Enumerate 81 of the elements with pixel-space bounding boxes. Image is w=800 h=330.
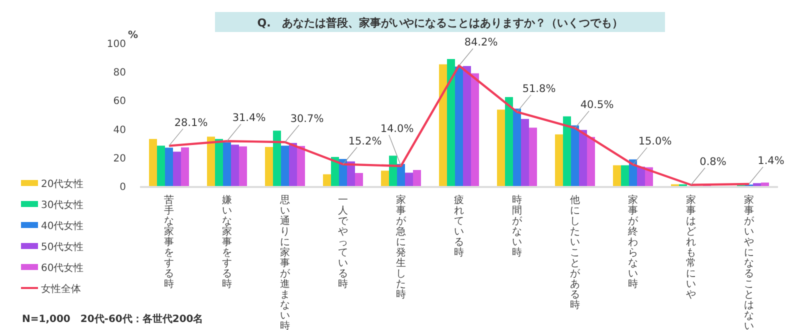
bar bbox=[497, 110, 505, 186]
data-label: 1.4% bbox=[758, 155, 784, 167]
bar bbox=[471, 73, 479, 186]
bar bbox=[157, 146, 165, 186]
category-label: 一人でやっている時 bbox=[338, 195, 348, 290]
bar bbox=[621, 165, 629, 186]
bar bbox=[323, 174, 331, 186]
bar bbox=[239, 146, 247, 186]
bar bbox=[761, 182, 769, 186]
bar bbox=[381, 170, 389, 186]
bar bbox=[439, 64, 447, 186]
legend-label: 40代女性 bbox=[41, 220, 84, 232]
bar bbox=[555, 134, 563, 186]
data-label: 0.8% bbox=[700, 156, 726, 168]
bar bbox=[505, 97, 513, 186]
legend-label: 30代女性 bbox=[41, 199, 84, 211]
bar bbox=[413, 170, 421, 186]
data-label: 31.4% bbox=[232, 112, 266, 124]
bar bbox=[289, 142, 297, 186]
data-label: 28.1% bbox=[174, 116, 208, 129]
bar bbox=[563, 116, 571, 186]
bar bbox=[181, 147, 189, 186]
category-label: 苦手な家事をする時 bbox=[164, 195, 174, 290]
category-label: 家事がいやになることはない bbox=[744, 195, 754, 330]
category-label: 家事が急に発生した時 bbox=[396, 195, 406, 300]
bar bbox=[331, 156, 339, 186]
chart-title: Q. あなたは普段、家事がいやになることはありますか？（いくつでも） bbox=[257, 16, 623, 30]
y-tick-label: 20 bbox=[113, 153, 126, 164]
bar bbox=[513, 108, 521, 186]
x-tick-label: 疲れている時 bbox=[454, 194, 464, 258]
text: N=1,000 20代-60代：各世代200名 bbox=[22, 313, 204, 325]
bar bbox=[405, 172, 413, 186]
bar bbox=[265, 146, 273, 186]
bar bbox=[231, 144, 239, 186]
bar bbox=[223, 142, 231, 186]
bar bbox=[579, 130, 587, 186]
legend-label: 20代女性 bbox=[41, 178, 84, 190]
bar bbox=[389, 156, 397, 186]
data-label: 14.0% bbox=[380, 122, 414, 135]
y-tick-label: 100 bbox=[106, 39, 126, 50]
bar bbox=[397, 164, 405, 186]
bar bbox=[521, 118, 529, 186]
bar bbox=[455, 66, 463, 186]
bar bbox=[613, 165, 621, 186]
category-label: 嫌いな家事をする時 bbox=[222, 195, 232, 290]
category-label: 家事が終わらない時 bbox=[628, 195, 638, 290]
bar bbox=[165, 148, 173, 186]
bar bbox=[355, 172, 363, 186]
y-axis-title: % bbox=[128, 30, 138, 41]
bar bbox=[273, 130, 281, 186]
bar bbox=[207, 136, 215, 186]
data-label: 84.2% bbox=[464, 36, 498, 49]
category-label: 他にしたいことがある時 bbox=[570, 195, 580, 311]
bar bbox=[753, 183, 761, 186]
y-tick-label: 0 bbox=[120, 182, 126, 193]
legend-label: 女性全体 bbox=[41, 283, 81, 295]
data-label: 51.8% bbox=[522, 82, 556, 95]
data-label: 15.2% bbox=[348, 135, 382, 148]
data-label: 15.0% bbox=[638, 136, 672, 148]
bar bbox=[463, 66, 471, 186]
bar bbox=[637, 166, 645, 186]
line-series bbox=[168, 64, 750, 186]
bar bbox=[281, 146, 289, 186]
data-label: 30.7% bbox=[290, 113, 324, 126]
bar bbox=[587, 136, 595, 186]
legend-label: 60代女性 bbox=[41, 262, 84, 274]
bar bbox=[571, 125, 579, 186]
data-label: 40.5% bbox=[580, 99, 614, 112]
bar bbox=[173, 152, 181, 186]
y-tick-label: 40 bbox=[113, 124, 126, 136]
legend-label: 50代女性 bbox=[41, 241, 84, 253]
category-label: 思い通りに家事が進まない時 bbox=[280, 195, 290, 330]
y-tick-label: 80 bbox=[113, 68, 126, 79]
bar bbox=[447, 59, 455, 186]
bar bbox=[529, 128, 537, 186]
y-tick-label: 60 bbox=[113, 96, 126, 108]
category-label: 家事はどれも常にいや bbox=[686, 195, 696, 300]
bar bbox=[149, 138, 157, 186]
x-tick-label: 時間がない時 bbox=[512, 194, 523, 258]
bar bbox=[215, 138, 223, 186]
bar bbox=[297, 146, 305, 186]
